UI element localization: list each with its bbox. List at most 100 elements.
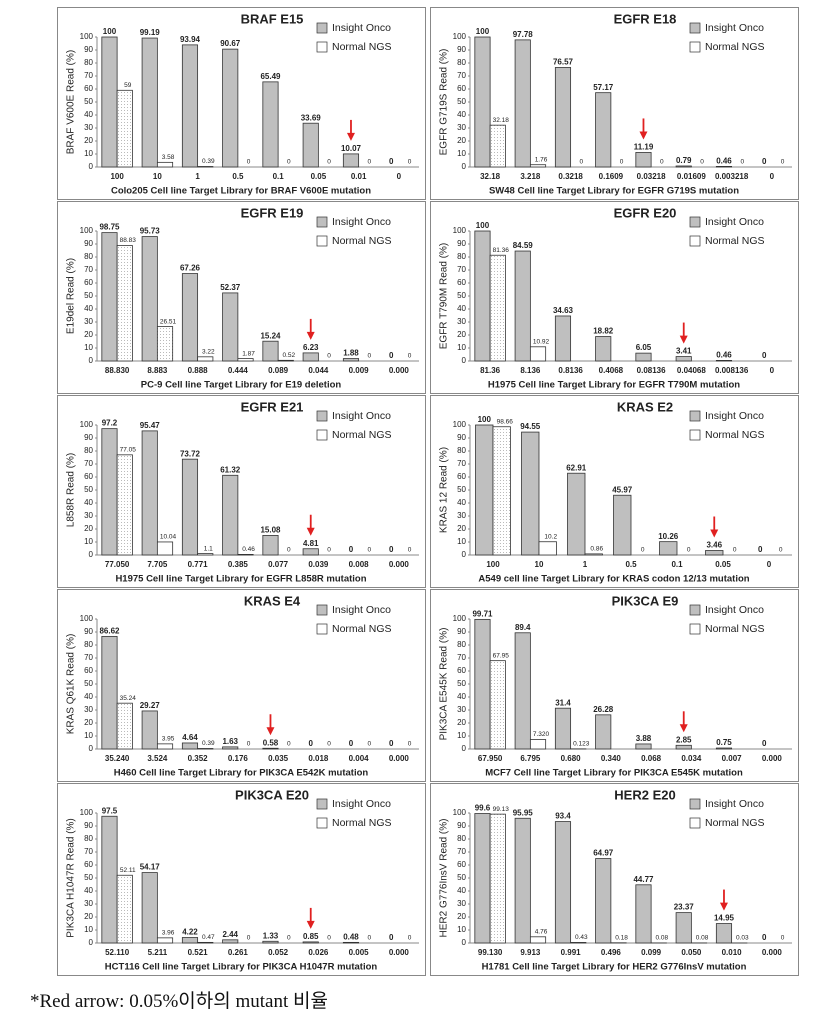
y-tick-label: 100	[453, 420, 467, 429]
data-label: 0	[579, 159, 583, 166]
y-tick-label: 30	[84, 511, 93, 520]
y-tick-label: 20	[457, 330, 466, 339]
bar	[595, 858, 612, 944]
bar	[342, 941, 360, 944]
bar	[197, 748, 214, 750]
legend-swatch	[689, 798, 701, 810]
x-axis-label: Colo205 Cell line Target Library for BRA…	[111, 186, 371, 197]
y-tick-label: 30	[457, 511, 466, 520]
y-tick-label: 10	[84, 925, 93, 934]
bar	[529, 164, 547, 168]
y-axis-label: E19del Read (%)	[66, 258, 77, 334]
data-label: 0	[700, 159, 704, 166]
data-label: 0	[408, 159, 412, 166]
y-tick-label: 40	[84, 498, 93, 507]
x-tick-label: 0.01	[351, 172, 367, 181]
legend-swatch	[316, 235, 328, 247]
data-label: 0	[762, 933, 767, 942]
x-tick-label: 9.913	[520, 948, 541, 957]
y-tick-label: 60	[84, 860, 93, 869]
x-tick-label: 77.050	[105, 560, 130, 569]
y-tick-label: 30	[84, 317, 93, 326]
red-arrow-head	[306, 920, 315, 929]
y-axis-label: PIK3CA H1047R Read (%)	[66, 818, 77, 938]
bar	[715, 166, 733, 168]
data-label: 100	[478, 415, 492, 424]
data-label: 59	[124, 82, 132, 89]
y-tick-label: 60	[84, 472, 93, 481]
x-tick-label: 52.110	[105, 948, 130, 957]
panel-border	[57, 201, 426, 394]
bar	[141, 236, 158, 362]
x-tick-label: 35.240	[105, 754, 130, 763]
y-tick-label: 60	[457, 278, 466, 287]
x-tick-label: 3.524	[147, 754, 168, 763]
legend-label: Insight Onco	[332, 410, 391, 422]
data-label: 65.49	[260, 72, 281, 81]
y-tick-label: 20	[457, 912, 466, 921]
data-label: 0	[389, 351, 394, 360]
x-tick-label: 0.3218	[558, 172, 583, 181]
bar	[222, 746, 239, 750]
data-label: 4.64	[182, 733, 198, 742]
data-label: 0.47	[202, 934, 215, 941]
chart-panel: 0 10 20 30 40 50 60 70 80 90 100 KRAS E4 KRAS Q61K R…	[57, 589, 426, 782]
x-tick-label: 0.000	[389, 366, 410, 375]
x-tick-label: 0.052	[268, 948, 289, 957]
y-tick-label: 100	[453, 32, 467, 41]
bar	[262, 747, 279, 750]
x-tick-label: 0	[397, 172, 402, 181]
data-label: 10.92	[533, 339, 550, 346]
red-arrow-head	[306, 331, 315, 340]
x-tick-label: 0.888	[188, 366, 209, 375]
bar	[156, 937, 174, 944]
data-label: 0	[367, 935, 371, 942]
data-label: 0.58	[263, 738, 279, 747]
data-label: 98.75	[99, 223, 120, 232]
y-tick-label: 60	[84, 84, 93, 93]
y-tick-label: 60	[457, 666, 466, 675]
y-axis-label: HER2 G776InsV Read (%)	[439, 819, 450, 938]
x-tick-label: 0.034	[681, 754, 702, 763]
data-label: 97.5	[102, 806, 118, 815]
legend-label: Insight Onco	[332, 604, 391, 616]
chart-panel: 0 10 20 30 40 50 60 70 80 90 100 EGFR E20 EGFR T790M…	[430, 201, 799, 394]
legend-label: Insight Onco	[705, 22, 764, 34]
x-tick-label: 0.1	[273, 172, 285, 181]
data-label: 0.52	[282, 352, 295, 359]
data-label: 3.95	[162, 736, 175, 743]
x-tick-label: 0	[770, 172, 775, 181]
data-label: 0.75	[716, 738, 732, 747]
data-label: 57.17	[593, 83, 614, 92]
y-tick-label: 20	[84, 718, 93, 727]
bar	[705, 550, 724, 556]
data-label: 0.85	[303, 932, 319, 941]
x-tick-label: 0.000	[389, 560, 410, 569]
data-label: 0	[408, 935, 412, 942]
legend-swatch	[689, 604, 701, 616]
data-label: 0	[367, 547, 371, 554]
y-tick-label: 90	[457, 627, 466, 636]
data-label: 3.22	[202, 349, 215, 356]
y-tick-label: 40	[84, 304, 93, 313]
data-label: 10.2	[544, 533, 557, 540]
legend-label: Insight Onco	[332, 22, 391, 34]
y-tick-label: 100	[80, 420, 94, 429]
bar	[222, 292, 239, 362]
y-axis-label: PIK3CA E545K Read (%)	[439, 628, 450, 741]
bar	[492, 426, 511, 556]
x-tick-label: 10	[153, 172, 162, 181]
x-tick-label: 0.008	[349, 560, 370, 569]
data-label: 2.85	[676, 735, 692, 744]
x-tick-label: 0.000	[389, 754, 410, 763]
data-label: 90.67	[220, 39, 241, 48]
y-tick-label: 30	[84, 123, 93, 132]
x-tick-label: 0.261	[228, 948, 249, 957]
bar	[489, 254, 506, 362]
y-tick-label: 10	[84, 537, 93, 546]
y-tick-label: 100	[453, 808, 467, 817]
y-tick-label: 80	[84, 834, 93, 843]
chart-title: BRAF E15	[241, 11, 304, 26]
bar	[262, 81, 279, 168]
bar	[489, 813, 506, 944]
